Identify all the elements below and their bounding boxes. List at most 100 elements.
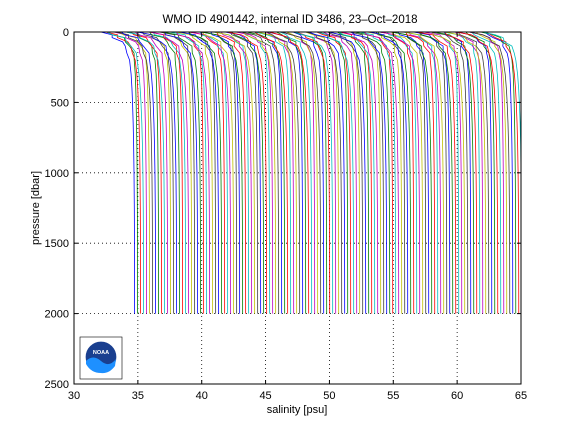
profile-line bbox=[413, 31, 451, 314]
profile-line bbox=[456, 31, 493, 314]
profile-line bbox=[368, 31, 409, 314]
profile-line bbox=[254, 31, 292, 314]
profile-line bbox=[386, 31, 418, 314]
profile-line bbox=[240, 31, 280, 314]
profile-line bbox=[201, 31, 238, 314]
profile-line bbox=[486, 31, 520, 314]
profile-line bbox=[444, 31, 472, 314]
profile-line bbox=[363, 31, 394, 314]
profile-line bbox=[242, 31, 271, 314]
profile-line bbox=[379, 31, 415, 314]
profile-line bbox=[475, 31, 508, 314]
profile-line bbox=[213, 31, 250, 314]
profile-line bbox=[137, 31, 178, 314]
profile-line bbox=[279, 31, 313, 314]
x-tick-label: 50 bbox=[323, 390, 335, 402]
x-tick-label: 55 bbox=[387, 390, 399, 402]
x-axis-label: salinity [psu] bbox=[267, 404, 328, 416]
profile-line bbox=[443, 31, 481, 314]
profile-line bbox=[201, 31, 244, 314]
profile-line bbox=[202, 31, 235, 314]
profile-line bbox=[159, 31, 196, 314]
profile-line bbox=[220, 31, 253, 314]
profile-line bbox=[105, 31, 142, 314]
profile-line bbox=[199, 31, 229, 314]
profile-line bbox=[339, 31, 376, 314]
profile-line bbox=[419, 31, 454, 314]
logo-text: NOAA bbox=[93, 350, 109, 356]
y-tick-label: 1500 bbox=[45, 238, 69, 250]
profile-line bbox=[377, 31, 412, 314]
profile-line bbox=[126, 31, 160, 314]
profile-line bbox=[162, 31, 202, 314]
profile-line bbox=[188, 31, 217, 314]
profile-line bbox=[305, 31, 337, 314]
profile-line bbox=[120, 31, 157, 314]
x-tick-label: 35 bbox=[132, 390, 144, 402]
profile-line bbox=[468, 31, 505, 314]
profile-line bbox=[231, 31, 265, 314]
profile-line bbox=[455, 31, 484, 314]
x-tick-label: 30 bbox=[68, 390, 80, 402]
profile-line bbox=[213, 31, 256, 314]
profile-line bbox=[268, 31, 310, 314]
profile-line bbox=[224, 31, 262, 314]
x-tick-label: 60 bbox=[451, 390, 463, 402]
profile-line bbox=[176, 31, 205, 314]
profile-line bbox=[296, 31, 331, 314]
profile-line bbox=[119, 31, 151, 314]
profile-line bbox=[308, 31, 346, 314]
profile-line bbox=[115, 31, 154, 314]
profile-line bbox=[397, 31, 430, 314]
profile-line bbox=[351, 31, 388, 314]
profile-line bbox=[210, 31, 241, 314]
noaa-logo: NOAA bbox=[79, 336, 123, 380]
profile-line bbox=[327, 31, 364, 314]
profile-line bbox=[266, 31, 301, 314]
profile-line bbox=[242, 31, 277, 314]
profile-line bbox=[457, 31, 490, 314]
x-tick-label: 45 bbox=[259, 390, 271, 402]
plot-area bbox=[100, 31, 522, 314]
profile-line bbox=[328, 31, 367, 314]
profile-line bbox=[444, 31, 487, 314]
profile-line bbox=[465, 31, 496, 314]
profile-line bbox=[359, 31, 397, 314]
profile-line bbox=[107, 31, 144, 314]
profile-line bbox=[149, 31, 181, 314]
profile-line bbox=[164, 31, 199, 314]
profile-line bbox=[268, 31, 304, 314]
profile-line bbox=[379, 31, 421, 314]
profile-line bbox=[306, 31, 343, 314]
profile-line bbox=[216, 31, 247, 314]
x-tick-label: 65 bbox=[515, 390, 527, 402]
profile-line bbox=[349, 31, 385, 314]
profile-line bbox=[169, 31, 208, 314]
profile-line bbox=[469, 31, 511, 314]
profile-line bbox=[281, 31, 322, 314]
profile-line bbox=[292, 31, 325, 314]
y-axis-label: pressure [dbar] bbox=[30, 171, 42, 245]
profile-line bbox=[125, 31, 166, 314]
profile-line bbox=[402, 31, 439, 314]
profile-line bbox=[176, 31, 211, 314]
x-tick-label: 40 bbox=[196, 390, 208, 402]
profile-line bbox=[363, 31, 400, 314]
logo-wave bbox=[86, 357, 116, 374]
profile-line bbox=[265, 31, 295, 314]
profile-line bbox=[254, 31, 289, 314]
profile-line bbox=[341, 31, 379, 314]
profile-line bbox=[337, 31, 370, 314]
profile-line bbox=[433, 31, 475, 314]
profile-line bbox=[423, 31, 463, 314]
profile-line bbox=[391, 31, 427, 314]
y-tick-label: 2500 bbox=[45, 379, 69, 391]
profile-line bbox=[113, 31, 148, 314]
profile-line bbox=[246, 31, 286, 314]
y-tick-label: 0 bbox=[63, 27, 69, 39]
profile-line bbox=[405, 31, 436, 314]
profile-line bbox=[276, 31, 307, 314]
profile-line bbox=[456, 31, 499, 314]
profile-line bbox=[179, 31, 220, 314]
